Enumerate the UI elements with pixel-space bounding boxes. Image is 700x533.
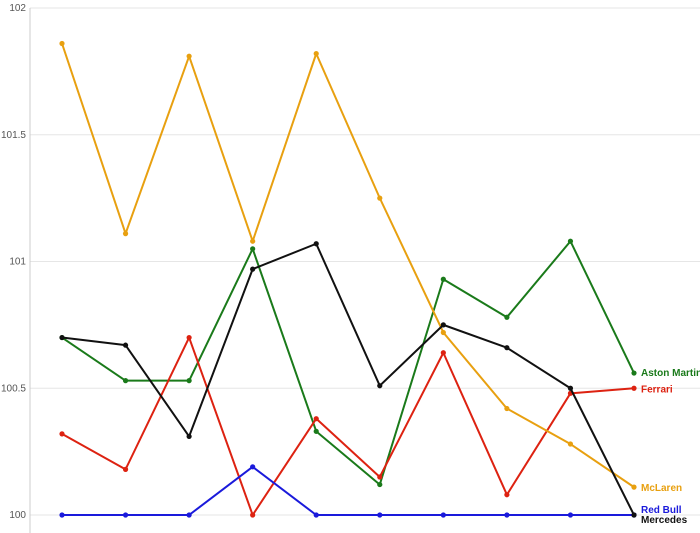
y-tick-label: 101.5 [1,130,26,141]
data-point-mercedes [313,241,319,247]
data-point-aston-martin [504,314,510,320]
series-line-mclaren [61,43,635,488]
data-point-mercedes [504,345,510,351]
data-point-mercedes [567,385,574,391]
data-point-mercedes [186,433,192,440]
data-point-red-bull [186,512,192,518]
data-point-red-bull [122,512,129,518]
data-point-aston-martin [377,481,383,488]
series-label-mercedes: Mercedes [641,515,688,526]
series-line-mercedes [61,242,635,516]
data-point-aston-martin [631,370,637,376]
data-point-ferrari [250,512,256,518]
data-point-mclaren [631,484,637,490]
data-point-ferrari [122,466,129,472]
series-label-red-bull: Red Bull [641,505,682,516]
data-point-ferrari [440,350,446,356]
series-labels: Aston Martin Ferrari McLaren Red Bull Me… [641,368,700,526]
data-point-mclaren [122,231,129,237]
series-line-aston-martin [61,240,635,486]
data-point-mercedes [250,266,256,272]
series-label-aston-martin: Aston Martin [641,368,700,379]
series-mercedes [59,241,637,518]
data-point-ferrari [59,431,65,437]
data-point-mclaren [567,441,574,447]
series-label-mclaren: McLaren [641,483,682,494]
data-point-mercedes [122,342,129,348]
data-point-mclaren [440,329,446,336]
data-point-mclaren [313,51,319,57]
data-point-aston-martin [313,428,319,434]
y-tick-label: 101 [9,257,26,268]
data-point-red-bull [250,464,256,470]
y-tick-label: 102 [9,3,26,14]
data-point-red-bull [59,512,65,518]
data-point-red-bull [313,512,319,518]
y-tick-label: 100.5 [1,383,26,394]
series-line-red-bull [62,465,634,516]
series-label-ferrari: Ferrari [641,384,673,395]
data-point-mclaren [186,53,192,59]
series-red-bull [59,464,637,518]
data-point-mclaren [377,195,383,201]
series-aston-martin [59,238,637,488]
data-point-ferrari [186,334,192,341]
data-point-red-bull [377,512,383,518]
y-axis-ticks: 100 100.5 101 101.5 102 [1,3,26,521]
data-point-aston-martin [250,246,256,252]
data-point-mclaren [504,405,510,412]
data-point-mercedes [377,383,383,389]
data-point-aston-martin [122,378,129,384]
data-point-mclaren [59,40,65,47]
series-line-ferrari [61,336,635,516]
data-point-mercedes [631,512,637,518]
data-point-aston-martin [186,378,192,384]
data-point-red-bull [440,512,446,518]
data-point-ferrari [504,492,510,498]
series-lines [59,40,637,518]
data-point-ferrari [313,416,319,422]
data-point-aston-martin [440,276,446,282]
data-point-red-bull [504,512,510,518]
data-point-mercedes [59,334,65,341]
grid [30,7,700,516]
data-point-aston-martin [567,238,574,244]
data-point-mclaren [250,238,256,244]
data-point-ferrari [377,474,383,480]
data-point-mercedes [440,322,446,328]
series-mclaren [59,40,637,490]
y-tick-label: 100 [9,510,26,521]
data-point-ferrari [631,385,637,391]
data-point-red-bull [567,512,574,518]
series-ferrari [59,334,637,518]
